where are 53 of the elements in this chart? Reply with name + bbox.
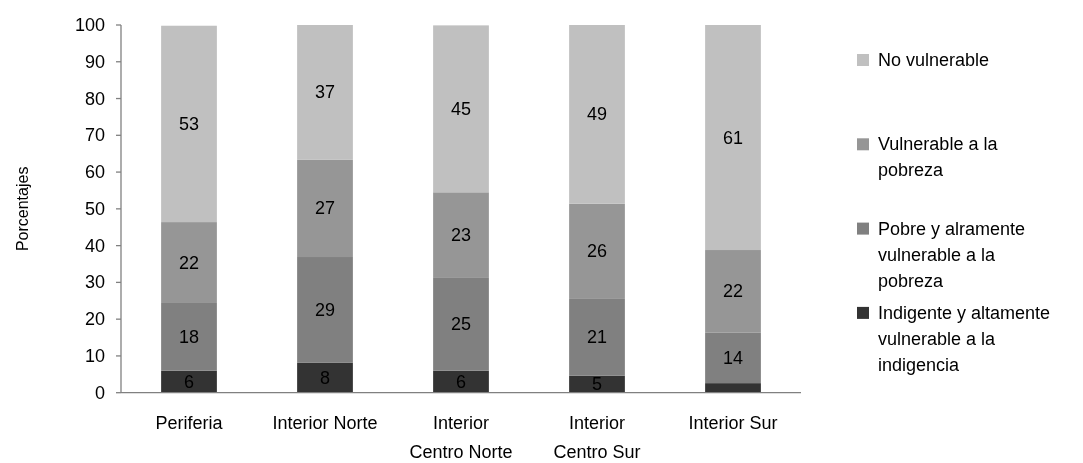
bar xyxy=(433,192,489,278)
y-tick-label: 70 xyxy=(84,125,105,146)
bar xyxy=(705,25,761,251)
data-label: 22 xyxy=(722,281,744,302)
bar xyxy=(569,203,625,299)
bar xyxy=(161,25,217,223)
x-tick-label: Interior Norte xyxy=(272,412,378,433)
data-label: 37 xyxy=(314,82,336,103)
bar xyxy=(297,362,353,393)
x-tick-label: Interior Centro Sur xyxy=(553,412,641,462)
x-tick-label: Interior Sur xyxy=(688,412,778,433)
legend-label: No vulnerable xyxy=(878,50,990,70)
data-label: 22 xyxy=(178,252,200,273)
y-tick-label: 30 xyxy=(84,272,105,293)
bar xyxy=(433,25,489,193)
y-tick-label: 10 xyxy=(84,345,105,366)
legend-label: Pobre y alramente vulnerable a la pobreza xyxy=(878,218,1026,291)
bar xyxy=(161,222,217,303)
bar xyxy=(297,25,353,160)
data-label: 53 xyxy=(178,113,200,134)
y-tick-label: 100 xyxy=(74,15,105,35)
data-label: 27 xyxy=(314,198,336,219)
x-tick-label: Periferia xyxy=(155,412,224,433)
data-label: 45 xyxy=(450,98,472,119)
y-tick-label: 20 xyxy=(84,309,105,330)
bar xyxy=(297,159,353,258)
data-label: 61 xyxy=(722,127,744,148)
y-tick-label: 60 xyxy=(84,162,105,183)
bar xyxy=(161,302,217,371)
y-tick-label: 50 xyxy=(84,198,105,219)
y-tick-label: 40 xyxy=(84,235,105,256)
y-tick-label: 90 xyxy=(84,51,105,72)
data-label: 21 xyxy=(586,327,608,348)
data-label: 23 xyxy=(450,224,472,245)
legend-label: Indigente y altamente vulnerable a la indigencia xyxy=(878,302,1051,375)
data-label: 29 xyxy=(314,299,336,320)
legend-label: Vulnerable a la pobreza xyxy=(878,134,999,181)
bar xyxy=(569,25,625,204)
bar xyxy=(705,383,761,393)
bar xyxy=(705,250,761,333)
bar xyxy=(433,277,489,371)
y-tick-label: 80 xyxy=(84,88,105,109)
data-label: 14 xyxy=(722,347,744,368)
data-label: 25 xyxy=(450,313,472,334)
data-label: 18 xyxy=(178,326,200,347)
y-axis-title: Porcentajes xyxy=(13,166,31,252)
y-tick-label: 0 xyxy=(94,382,105,403)
x-tick-label: Interior Centro Norte xyxy=(409,412,513,462)
bar xyxy=(297,257,353,363)
data-label: 49 xyxy=(586,104,608,125)
bar xyxy=(569,298,625,376)
data-label: 26 xyxy=(586,241,608,262)
bar xyxy=(705,332,761,384)
